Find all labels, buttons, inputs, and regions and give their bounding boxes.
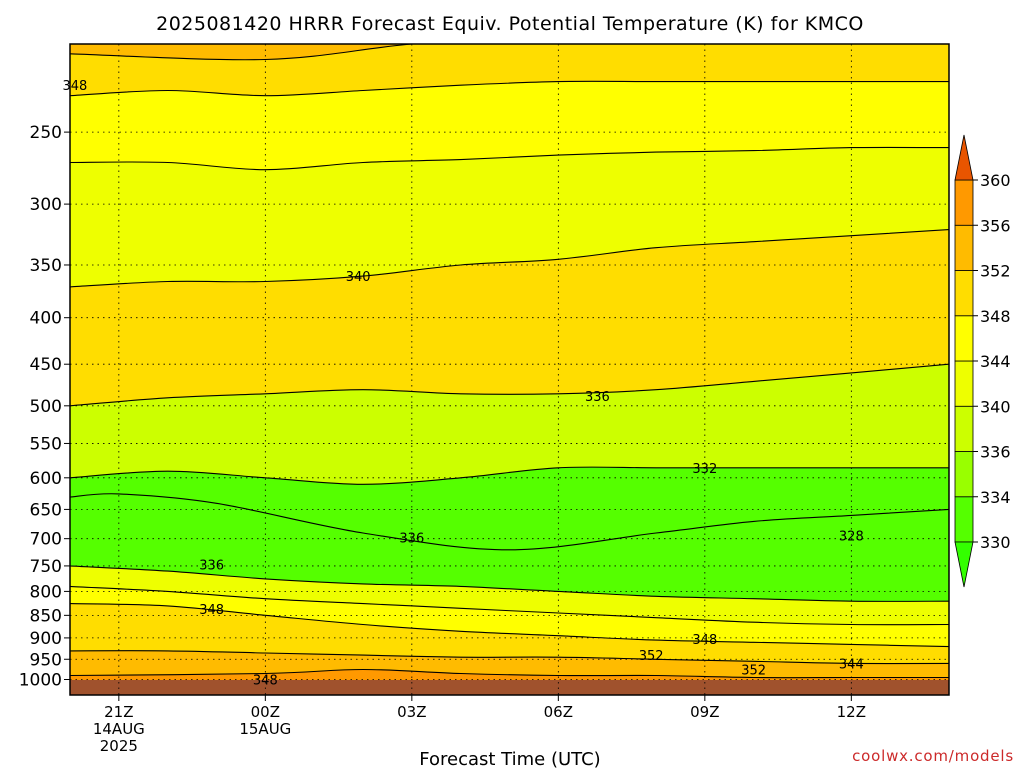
colorbar-label: 344 xyxy=(980,352,1011,371)
colorbar-label: 348 xyxy=(980,307,1011,326)
contour-label: 348 xyxy=(199,603,224,618)
y-tick-label: 750 xyxy=(30,557,62,577)
contour-label: 352 xyxy=(741,664,766,679)
contour-line-348 xyxy=(70,80,949,97)
y-tick-label: 600 xyxy=(30,469,62,489)
y-axis: 250 300 350 400 450 500 550 600 650 700 750 800 850 9… xyxy=(19,123,70,691)
contour-labels: 348 340 336 332 336 336 328 348 348 352 352 344 348 xyxy=(62,79,863,688)
y-tick-label: 800 xyxy=(30,582,62,602)
contour-label: 348 xyxy=(692,633,717,648)
y-tick-label: 400 xyxy=(30,309,62,329)
contour-line-352 xyxy=(70,44,419,61)
colorbar-label: 352 xyxy=(980,262,1011,281)
colorbar-segment xyxy=(954,496,974,543)
y-tick-label: 550 xyxy=(30,434,62,454)
y-tick-label: 650 xyxy=(30,500,62,520)
contour-line-352 xyxy=(70,650,949,665)
contour-label: 348 xyxy=(62,79,87,94)
contour-label: 336 xyxy=(585,390,610,405)
chart-title: 2025081420 HRRR Forecast Equiv. Potentia… xyxy=(156,13,864,35)
x-tick-label: 12Z xyxy=(837,703,866,721)
colorbar-segment xyxy=(954,315,974,362)
plot-area xyxy=(70,44,949,695)
colorbar-segment xyxy=(954,224,974,271)
x-tick-label: 09Z xyxy=(690,703,719,721)
colorbar-segment xyxy=(954,179,974,226)
y-tick-label: 300 xyxy=(30,195,62,215)
y-tick-label: 950 xyxy=(30,650,62,670)
contour-line-344 xyxy=(70,146,949,171)
colorbar-segment xyxy=(954,451,974,498)
x-tick-label: 03Z xyxy=(397,703,426,721)
theta-e-band-352 xyxy=(70,44,412,60)
contour-line-336 xyxy=(70,363,949,407)
contour-label: 328 xyxy=(839,529,864,544)
colorbar-label: 334 xyxy=(980,488,1011,507)
y-tick-label: 700 xyxy=(30,530,62,550)
contour-line-344 xyxy=(70,585,949,626)
colorbar-under-arrow xyxy=(954,541,974,588)
contour-label: 336 xyxy=(199,558,224,573)
y-tick-label: 450 xyxy=(30,355,62,375)
credit-link[interactable]: coolwx.com/models xyxy=(852,747,1014,765)
surface-ground xyxy=(70,680,949,695)
x-axis-label: Forecast Time (UTC) xyxy=(419,749,600,768)
plot-frame xyxy=(69,43,950,696)
contour-line-332 xyxy=(70,466,949,485)
theta-e-bands xyxy=(70,44,949,695)
x-tick-label: 06Z xyxy=(544,703,573,721)
colorbar-label: 336 xyxy=(980,443,1011,462)
y-tick-label: 250 xyxy=(30,123,62,143)
grid-lines xyxy=(70,44,949,695)
x-tick-label: 14AUG xyxy=(93,720,145,738)
contour-label: 348 xyxy=(253,674,278,689)
colorbar-label: 356 xyxy=(980,216,1011,235)
y-tick-label: 850 xyxy=(30,606,62,626)
y-tick-label: 350 xyxy=(30,256,62,276)
y-tick-label: 900 xyxy=(30,629,62,649)
contour-label: 344 xyxy=(839,657,864,672)
contour-label: 340 xyxy=(346,270,371,285)
x-tick-label: 15AUG xyxy=(239,720,291,738)
x-tick-label: 21Z xyxy=(104,703,133,721)
colorbar-label: 330 xyxy=(980,533,1011,552)
contour-label: 332 xyxy=(692,462,717,477)
colorbar-segment xyxy=(954,360,974,407)
x-tick-label: 2025 xyxy=(100,737,138,755)
colorbar-label: 360 xyxy=(980,171,1011,190)
contour-line-340 xyxy=(70,229,949,288)
colorbar-over-arrow xyxy=(954,134,974,181)
colorbar-label: 340 xyxy=(980,397,1011,416)
y-tick-label: 1000 xyxy=(19,671,62,691)
x-tick-label: 00Z xyxy=(251,703,280,721)
contour-lines xyxy=(70,44,949,679)
contour-label: 336 xyxy=(399,532,424,547)
contour-label: 352 xyxy=(639,649,664,664)
contour-line-356 xyxy=(70,668,949,679)
contour-line-330 xyxy=(70,493,949,551)
y-tick-label: 500 xyxy=(30,397,62,417)
colorbar-segment xyxy=(954,270,974,317)
colorbar-segment xyxy=(954,405,974,452)
contour-line-340 xyxy=(70,565,949,602)
colorbar: 330 334 336 340 344 348 352 356 360 xyxy=(954,134,1011,588)
contour-line-348 xyxy=(70,603,949,648)
